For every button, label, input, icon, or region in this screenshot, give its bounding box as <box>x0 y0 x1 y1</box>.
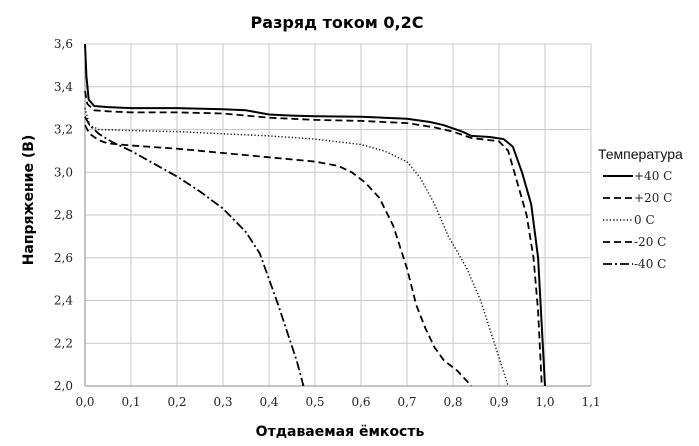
x-tick-label: 0,5 <box>305 395 324 409</box>
chart-title: Разряд током 0,2С <box>251 13 424 32</box>
x-tick-label: 0,6 <box>351 395 370 409</box>
tick-labels: 0,0 0,1 0,2 0,3 0,4 0,5 0,6 0,7 0,8 0,9 1,0 1,1 2,0 2… <box>54 37 601 409</box>
x-axis-title: Отдаваемая ёмкость <box>256 424 425 440</box>
axes <box>84 44 591 387</box>
x-tick-label: 1,0 <box>535 395 554 409</box>
x-tick-label: 0,0 <box>75 395 94 409</box>
legend-label: +40 С <box>634 169 672 183</box>
series-layer <box>84 43 546 387</box>
y-tick-label: 3,4 <box>54 80 73 94</box>
y-tick-label: 3,2 <box>54 123 73 137</box>
y-axis-title: Напряжение (В) <box>21 135 37 266</box>
x-tick-label: 0,1 <box>121 395 140 409</box>
legend-title: Температура <box>598 146 683 162</box>
legend: Температура +40 С +20 С 0 С -20 С -40 С <box>598 146 683 271</box>
x-tick-label: 0,7 <box>397 395 416 409</box>
legend-label: 0 С <box>634 213 655 227</box>
legend-label: +20 С <box>634 191 672 205</box>
x-tick-label: 1,1 <box>581 395 600 409</box>
series-line <box>84 43 546 387</box>
y-tick-label: 2,2 <box>54 336 73 350</box>
y-tick-label: 2,6 <box>54 251 73 265</box>
series-line <box>84 116 305 387</box>
y-tick-label: 3,0 <box>54 165 73 179</box>
y-tick-label: 3,6 <box>54 37 73 51</box>
grid <box>84 43 592 387</box>
x-tick-label: 0,2 <box>167 395 186 409</box>
y-tick-label: 2,8 <box>54 208 73 222</box>
y-tick-label: 2,0 <box>54 379 73 393</box>
series-line <box>84 124 473 387</box>
x-tick-label: 0,8 <box>443 395 462 409</box>
series-line <box>84 107 509 387</box>
x-tick-label: 0,4 <box>259 395 278 409</box>
x-tick-label: 0,9 <box>489 395 508 409</box>
y-tick-label: 2,4 <box>54 294 73 308</box>
legend-label: -20 С <box>634 235 666 249</box>
series-line <box>84 90 543 387</box>
x-tick-label: 0,3 <box>213 395 232 409</box>
legend-label: -40 С <box>634 257 666 271</box>
